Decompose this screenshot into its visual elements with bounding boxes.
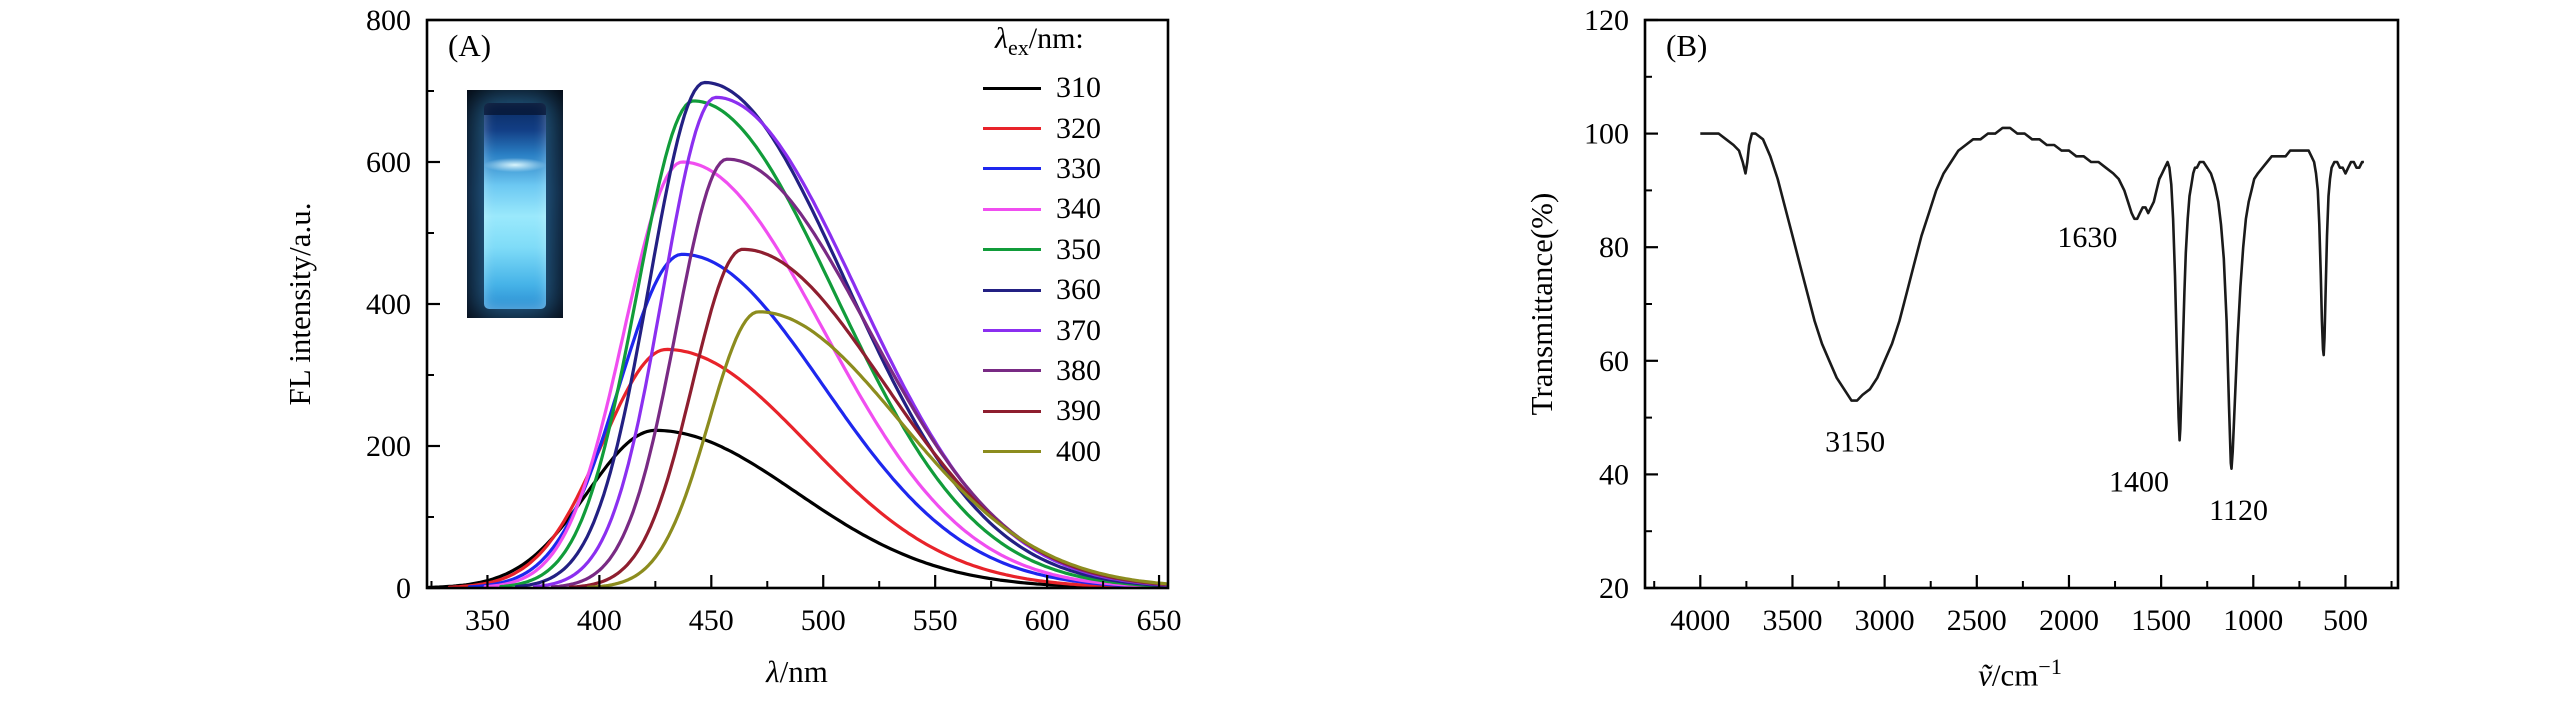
ir-spectrum bbox=[1700, 126, 2364, 470]
legend-swatch-400 bbox=[983, 450, 1041, 454]
y-tick-label: 40 bbox=[1599, 458, 1629, 491]
series-line-400 bbox=[586, 310, 1168, 588]
y-tick-label: 400 bbox=[366, 288, 411, 321]
legend-label-390: 390 bbox=[1056, 394, 1101, 428]
x-axis-unit: /nm bbox=[779, 654, 828, 689]
axes: 4000 3500 3000 2500 2000 1500 1000 500 20 40 60 80 1… bbox=[1584, 4, 2393, 637]
legend-label-380: 380 bbox=[1056, 353, 1101, 387]
y-tick-label: 800 bbox=[366, 4, 411, 37]
y-tick-label: 600 bbox=[366, 146, 411, 179]
legend-label-330: 330 bbox=[1056, 151, 1101, 185]
panel-b-y-axis-title: Transmittance(%) bbox=[1524, 192, 1559, 416]
x-tick-label: 1500 bbox=[2131, 604, 2191, 637]
legend-label-360: 360 bbox=[1056, 273, 1101, 307]
panel-a-x-axis-title: λ/nm bbox=[697, 654, 897, 690]
ir-spectrum-line bbox=[1700, 126, 2364, 470]
legend-swatch-390 bbox=[983, 409, 1041, 413]
panel-b-x-axis-title: ṽ/cm−1 bbox=[1900, 654, 2140, 693]
x-tick-label: 450 bbox=[689, 604, 734, 637]
y-tick-label: 120 bbox=[1584, 4, 1629, 37]
x-tick-label: 350 bbox=[465, 604, 510, 637]
x-tick-label: 3000 bbox=[1855, 604, 1915, 637]
plot-frame bbox=[1643, 18, 2400, 590]
wavenumber-symbol: ṽ bbox=[1978, 657, 1992, 693]
legend-swatch-310 bbox=[983, 86, 1041, 90]
legend-label-340: 340 bbox=[1056, 192, 1101, 226]
x-tick-label: 1000 bbox=[2223, 604, 2283, 637]
series-line-320 bbox=[447, 347, 1167, 588]
legend-title: λex/nm: bbox=[995, 22, 1101, 68]
legend-rows: 310 320 330 340 350 360 370 380 390 400 bbox=[983, 68, 1101, 472]
series-line-350 bbox=[499, 99, 1168, 588]
peak-annotation-1630: 1630 bbox=[2057, 221, 2117, 254]
legend-swatch-380 bbox=[983, 369, 1041, 373]
legend-item-320: 320 bbox=[983, 108, 1101, 148]
x-tick-label: 650 bbox=[1137, 604, 1182, 637]
lambda-symbol: λ bbox=[766, 654, 780, 689]
peak-annotation-3150: 3150 bbox=[1825, 426, 1885, 459]
panel-a-fluorescence-chart: 350 400 450 500 550 600 650 0 200 400 600 800 bbox=[366, 4, 1182, 637]
legend-label-350: 350 bbox=[1056, 232, 1101, 266]
legend-label-370: 370 bbox=[1056, 313, 1101, 347]
legend-label-320: 320 bbox=[1056, 111, 1101, 145]
panel-b-letter: (B) bbox=[1666, 28, 1708, 63]
wavenumber-unit: /cm bbox=[1991, 657, 2039, 693]
x-tick-label: 400 bbox=[577, 604, 622, 637]
y-tick-label: 80 bbox=[1599, 231, 1629, 264]
lambda-ex-symbol: λ bbox=[995, 22, 1008, 55]
legend-swatch-340 bbox=[983, 207, 1041, 211]
legend-label-310: 310 bbox=[1056, 71, 1101, 105]
x-tick-label: 500 bbox=[2323, 604, 2368, 637]
peak-annotation-1400: 1400 bbox=[2109, 465, 2169, 498]
cuvette-liquid-meniscus bbox=[484, 158, 546, 172]
wavenumber-exponent: −1 bbox=[2038, 654, 2062, 679]
y-tick-label: 60 bbox=[1599, 345, 1629, 378]
legend-item-360: 360 bbox=[983, 270, 1101, 310]
legend-item-390: 390 bbox=[983, 391, 1101, 431]
legend-swatch-350 bbox=[983, 248, 1041, 252]
peak-annotation-1120: 1120 bbox=[2209, 494, 2268, 527]
y-tick-label: 0 bbox=[396, 572, 411, 605]
y-tick-label: 20 bbox=[1599, 572, 1629, 605]
legend-item-380: 380 bbox=[983, 351, 1101, 391]
legend-swatch-330 bbox=[983, 167, 1041, 171]
legend-item-340: 340 bbox=[983, 189, 1101, 229]
x-tick-label: 600 bbox=[1025, 604, 1070, 637]
series-line-360 bbox=[514, 80, 1167, 588]
x-tick-label: 3500 bbox=[1762, 604, 1822, 637]
excitation-wavelength-legend: λex/nm: 310 320 330 340 350 360 370 380 390 400 bbox=[983, 22, 1101, 472]
legend-item-370: 370 bbox=[983, 310, 1101, 350]
legend-swatch-370 bbox=[983, 329, 1041, 333]
emission-curves bbox=[427, 80, 1168, 588]
legend-title-subscript: ex bbox=[1008, 35, 1029, 60]
x-tick-label: 550 bbox=[913, 604, 958, 637]
panel-a-letter: (A) bbox=[448, 28, 492, 63]
y-tick-label: 100 bbox=[1584, 118, 1629, 151]
axes: 350 400 450 500 550 600 650 0 200 400 600 800 bbox=[366, 4, 1182, 637]
legend-item-310: 310 bbox=[983, 68, 1101, 108]
legend-swatch-320 bbox=[983, 127, 1041, 131]
legend-item-400: 400 bbox=[983, 432, 1101, 472]
cuvette-top-rim bbox=[484, 103, 546, 115]
x-tick-label: 2500 bbox=[1947, 604, 2007, 637]
x-tick-label: 4000 bbox=[1670, 604, 1730, 637]
panel-b-ftir-chart: 4000 3500 3000 2500 2000 1500 1000 500 20 40 60 80 1… bbox=[1584, 4, 2400, 637]
plot-frame bbox=[425, 18, 1170, 590]
panel-a-y-axis-title: FL intensity/a.u. bbox=[282, 202, 317, 406]
legend-swatch-360 bbox=[983, 288, 1041, 292]
x-tick-label: 500 bbox=[801, 604, 846, 637]
legend-label-400: 400 bbox=[1056, 434, 1101, 468]
x-tick-label: 2000 bbox=[2039, 604, 2099, 637]
y-tick-label: 200 bbox=[366, 430, 411, 463]
series-line-340 bbox=[483, 160, 1168, 588]
uv-cuvette-photo-inset bbox=[467, 90, 563, 318]
legend-title-unit: /nm: bbox=[1028, 22, 1084, 55]
legend-item-330: 330 bbox=[983, 149, 1101, 189]
cuvette-body bbox=[484, 103, 546, 309]
legend-item-350: 350 bbox=[983, 230, 1101, 270]
